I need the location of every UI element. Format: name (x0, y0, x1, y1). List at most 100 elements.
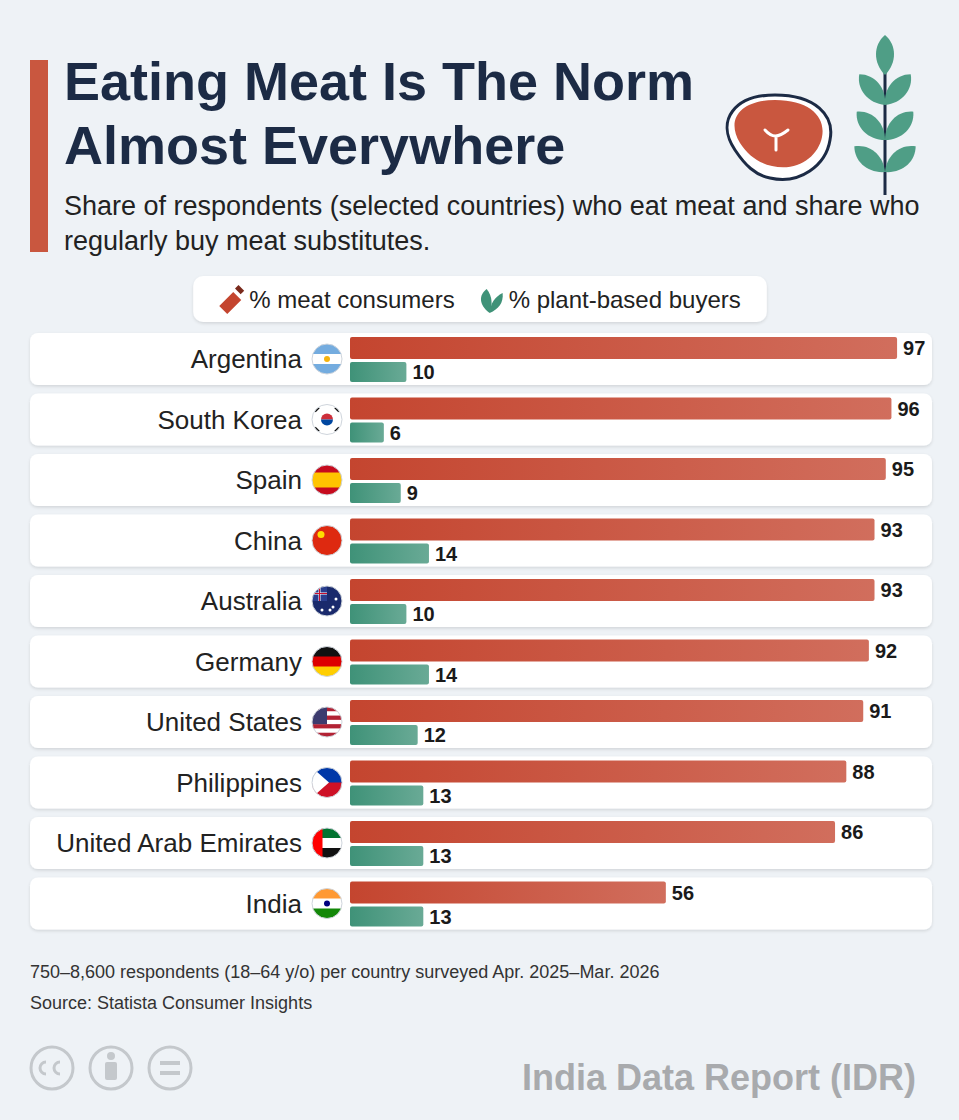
flag (312, 828, 342, 859)
meat-bone (765, 130, 788, 150)
category-label: Australia (201, 586, 303, 616)
license-glyph (105, 1062, 117, 1080)
data-label: 88 (852, 761, 874, 783)
bar (350, 337, 897, 359)
row-box (30, 333, 932, 385)
legend-icon (219, 292, 241, 314)
bar (350, 483, 401, 503)
category-label: Germany (195, 647, 302, 677)
category-label: Argentina (191, 344, 303, 374)
bar (350, 700, 863, 722)
flag (312, 707, 342, 738)
row-box (30, 515, 932, 567)
leaf (876, 35, 894, 75)
flag-stripe (312, 480, 342, 488)
flag (312, 526, 342, 557)
data-label: 13 (429, 845, 451, 867)
category-label: India (246, 889, 303, 919)
data-label: 10 (412, 361, 434, 383)
data-label: 13 (429, 785, 451, 807)
license-circle (31, 1047, 73, 1089)
flag-border (312, 828, 342, 858)
row-box (30, 757, 932, 809)
flag (312, 768, 342, 799)
subtitle: Share of respondents (selected countries… (64, 191, 920, 256)
background (0, 0, 959, 1120)
title: Eating Meat Is The NormAlmost Everywhere (64, 51, 694, 175)
flag (312, 647, 342, 678)
bar (350, 907, 423, 927)
data-label: 12 (424, 724, 446, 746)
flag-emblem (324, 356, 330, 362)
flag-border (312, 647, 342, 677)
license-circle (90, 1047, 132, 1089)
flag-stripe (312, 657, 342, 668)
flag-stripe (312, 586, 342, 617)
flag-emblem (324, 901, 330, 907)
data-label: 13 (429, 906, 451, 928)
bar (350, 362, 406, 382)
leaf (850, 105, 891, 146)
flag-stripe (312, 488, 342, 496)
meat-icon (727, 95, 831, 179)
flag-stripe (312, 889, 342, 900)
flag-emblem (312, 768, 329, 798)
bar (350, 786, 423, 806)
rows (30, 333, 932, 930)
bar (350, 423, 384, 443)
bar (350, 519, 875, 541)
flag (312, 405, 342, 436)
flag-emblem (315, 408, 339, 432)
row-box (30, 575, 932, 627)
data-label: 95 (892, 458, 914, 480)
title-line: Almost Everywhere (64, 115, 565, 175)
flag-border (312, 405, 342, 435)
bar (350, 725, 418, 745)
subtitle-line: Share of respondents (selected countries… (64, 191, 920, 221)
legend-icon (235, 285, 244, 294)
data-label: 14 (435, 664, 458, 686)
category-label: Spain (236, 465, 303, 495)
license-glyph (107, 1052, 115, 1060)
data-label: 56 (672, 882, 694, 904)
flag-stripe (312, 405, 342, 436)
labels: Argentina9710South Korea966Spain959China… (56, 337, 925, 928)
data-label: 97 (903, 337, 925, 359)
flag-border (312, 586, 342, 616)
data-label: 91 (869, 700, 891, 722)
flag-stripe (312, 899, 342, 910)
license-glyph (160, 1063, 180, 1073)
flag-emblem (321, 609, 324, 612)
category-label: South Korea (157, 405, 302, 435)
row-box (30, 394, 932, 446)
flag-stripe (312, 354, 342, 365)
bar (350, 398, 891, 420)
flag (312, 889, 342, 920)
data-label: 10 (412, 603, 434, 625)
data-label: 93 (881, 579, 903, 601)
flag (312, 344, 342, 375)
row-box (30, 696, 932, 748)
flag-stripe (312, 344, 342, 355)
row-box (30, 636, 932, 688)
flag-border (312, 889, 342, 919)
row-box (30, 878, 932, 930)
flag-emblem (321, 414, 333, 420)
subtitle-line: regularly buy meat substitutes. (64, 226, 430, 256)
accent-bar (30, 60, 48, 252)
license-icons (31, 1047, 191, 1089)
license-glyph (40, 1062, 60, 1074)
chart: Eating Meat Is The NormAlmost Everywhere… (0, 0, 959, 1120)
license-circle (149, 1047, 191, 1089)
category-label: United States (146, 707, 302, 737)
flag-stripe (312, 647, 342, 658)
row-box (30, 454, 932, 506)
category-label: United Arab Emirates (56, 828, 302, 858)
data-label: 86 (841, 821, 863, 843)
flag-border (312, 526, 342, 556)
bar (350, 544, 429, 564)
meat-outline (727, 95, 831, 179)
row-box (30, 817, 932, 869)
bar (350, 665, 429, 685)
leaf (879, 105, 920, 146)
